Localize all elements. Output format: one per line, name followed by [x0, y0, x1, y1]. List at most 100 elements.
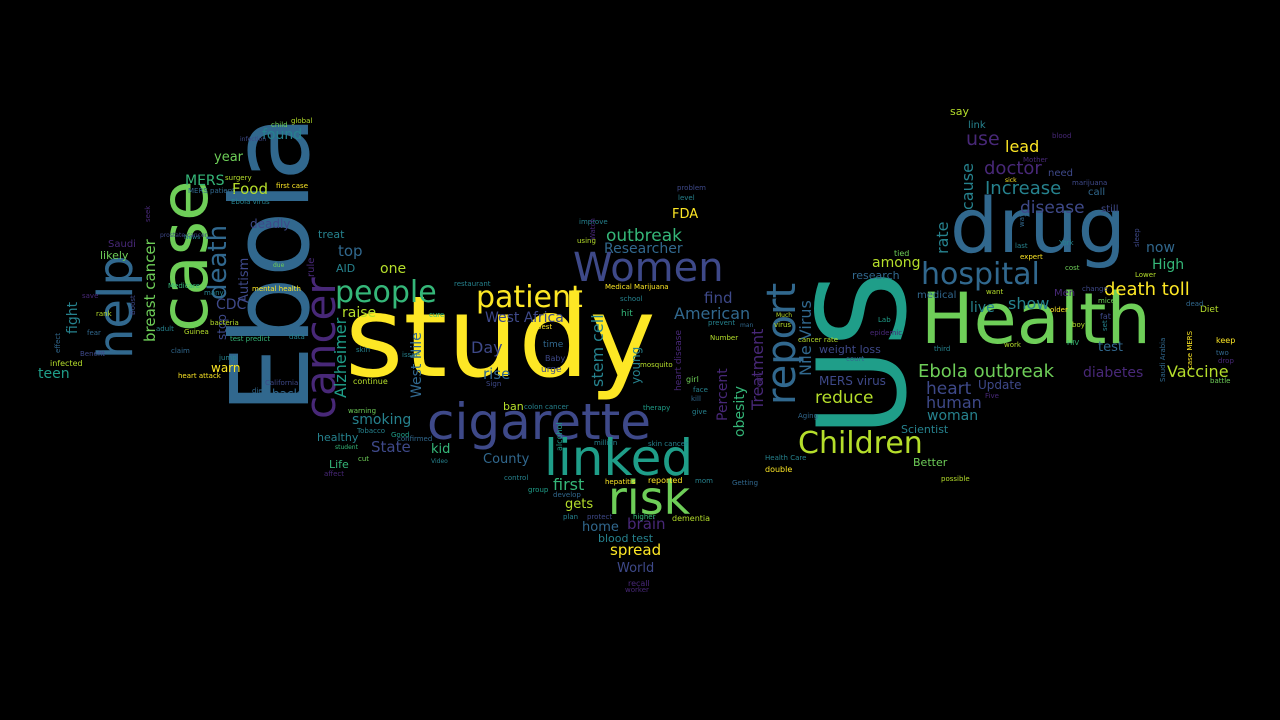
word-infected: infected [50, 359, 83, 368]
word-control: control [504, 474, 529, 482]
word-state: State [371, 438, 411, 456]
word-diet: Diet [1200, 305, 1219, 315]
word-seek: seek [144, 205, 152, 222]
word-best: best [537, 323, 553, 331]
word-warn: warn [211, 361, 241, 375]
word-ban: ban [503, 400, 524, 413]
word-raise: raise [342, 305, 377, 321]
word-obesity: obesity [732, 385, 748, 437]
word-mers-virus: MERS virus [819, 374, 886, 388]
word-keep: keep [1216, 336, 1236, 345]
word-food: Food [232, 180, 268, 198]
word-marijuana: marijuana [1072, 179, 1108, 187]
word-healthy: healthy [317, 431, 359, 444]
word-protect: protect [587, 513, 613, 521]
word-back: back [272, 387, 301, 401]
word-cause: cause [958, 163, 977, 210]
word-double: double [765, 465, 793, 474]
word-first-case: first case [276, 182, 308, 190]
word-mother: Mother [1023, 156, 1048, 164]
word-kill: kill [691, 395, 701, 403]
word-dead: dead [1186, 300, 1204, 308]
word-problem: problem [677, 184, 706, 192]
word-face: face [693, 386, 708, 394]
word-sick: sick [1005, 177, 1017, 184]
word-study: study [345, 273, 656, 403]
word-plan: plan [563, 513, 579, 521]
word-hiv: HIV [1067, 339, 1080, 347]
word-older: older [1050, 306, 1068, 314]
word-lab: Lab [878, 316, 891, 324]
word-two: two [1216, 349, 1229, 357]
word-many: many [204, 289, 224, 297]
word-cost: cost [1065, 264, 1080, 272]
word-student: student [335, 444, 358, 451]
word-saudi-arabia: Saudi Arabia [1159, 337, 1167, 382]
word-issue: issue [402, 351, 420, 359]
word-work: work [1004, 341, 1021, 349]
word-find: find [704, 289, 733, 307]
word-continue: continue [353, 377, 388, 386]
word-last: last [1015, 242, 1028, 250]
word-test-predict: test predict [230, 335, 271, 343]
word-getting: Getting [732, 479, 759, 487]
word-cut: cut [358, 455, 370, 463]
word-update: Update [978, 378, 1022, 392]
word-claim: claim [171, 347, 190, 355]
word-time: time [543, 340, 564, 350]
word-jump: jump [219, 354, 237, 362]
word-give: give [692, 408, 707, 416]
word-spread: spread [610, 541, 662, 559]
word-cancer-rate: cancer rate [798, 336, 839, 344]
word-aid: AID [336, 262, 356, 275]
word-say: say [950, 105, 969, 118]
word-use: use [966, 128, 1000, 150]
word-outbreak: outbreak [606, 226, 682, 246]
word-data: data [289, 333, 305, 341]
word-fat: fat [1100, 312, 1111, 321]
word-restaurant: restaurant [454, 280, 491, 288]
word-rise: rise [483, 365, 511, 383]
word-mice: mice [1098, 297, 1115, 305]
word-affect: affect [324, 470, 345, 478]
word-rate: rate [933, 221, 952, 255]
word-set: set [1101, 320, 1109, 331]
word-heart-disease: heart disease [674, 329, 684, 391]
word-group: group [528, 486, 549, 494]
word-linked: linked [544, 429, 694, 487]
word-research: research [852, 269, 900, 282]
word-hit: hit [621, 309, 633, 319]
word-smoking: smoking [352, 412, 412, 428]
word-colon-cancer: colon cancer [524, 403, 569, 411]
word-men: Men [1054, 288, 1076, 299]
word-treatment: Treatment [748, 328, 767, 410]
word-fight: fight [65, 301, 81, 334]
word-man: man [740, 322, 754, 329]
word-urge: urge [541, 365, 562, 375]
word-brain: brain [627, 515, 666, 533]
word-die: die [252, 387, 263, 395]
word-now: now [1146, 240, 1175, 256]
word-researcher: Researcher [604, 241, 683, 257]
word-children: Children [798, 426, 923, 461]
word-five: Five [985, 392, 999, 400]
word-cigarette: cigarette [427, 393, 651, 451]
word-worker: worker [625, 586, 649, 594]
word-child: child [271, 121, 288, 129]
word-sleep: sleep [1133, 228, 1141, 247]
word-mental-health: mental health [252, 285, 301, 293]
word-medical: medical [917, 290, 957, 301]
word-effect: effect [54, 332, 62, 353]
word-infection: infection [240, 136, 267, 143]
word-cdc: CDC [216, 297, 247, 313]
word-better: Better [913, 456, 948, 469]
word-home: home [582, 520, 619, 535]
word-disease: disease [1020, 198, 1085, 218]
word-fda: FDA [672, 207, 699, 222]
word-scientist: Scientist [901, 423, 949, 436]
word-found: found [262, 127, 303, 143]
word-first: first [553, 475, 585, 494]
word-prostate-cancer: prostate cancer [160, 232, 208, 239]
word-gets: gets [565, 497, 594, 512]
word-tobacco: Tobacco [357, 427, 386, 435]
